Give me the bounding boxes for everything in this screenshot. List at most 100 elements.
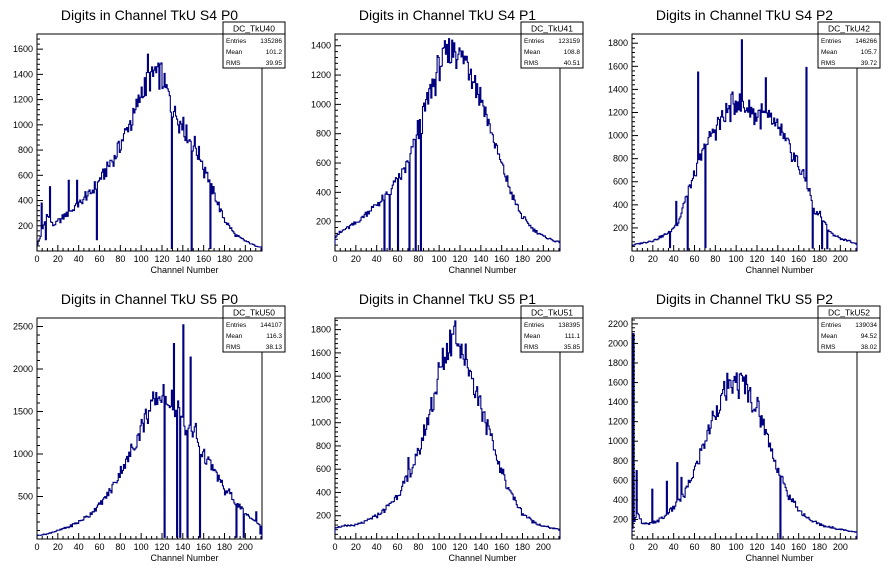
stats-value: 39.72 — [861, 60, 878, 67]
x-tick-label: 160 — [196, 542, 211, 552]
y-tick-label: 1400 — [311, 371, 331, 381]
x-tick-label: 0 — [332, 254, 337, 264]
stats-label: Entries — [524, 322, 545, 329]
stats-value: 38.02 — [861, 344, 878, 351]
chart-title: Digits in Channel TkU S5 P1 — [359, 291, 536, 307]
x-tick-label: 140 — [770, 254, 785, 264]
stats-value: 40.51 — [564, 60, 581, 67]
x-tick-label: 40 — [74, 254, 84, 264]
y-tick-label: 600 — [316, 158, 331, 168]
x-tick-label: 200 — [536, 254, 551, 264]
x-tick-label: 80 — [115, 542, 125, 552]
x-tick-label: 80 — [413, 542, 423, 552]
stats-name: DC_TkU40 — [233, 24, 275, 34]
x-tick-label: 200 — [536, 542, 551, 552]
histogram-line — [631, 333, 858, 539]
chart-title: Digits in Channel TkU S4 P1 — [359, 7, 536, 23]
x-tick-label: 100 — [432, 542, 447, 552]
stats-label: RMS — [524, 344, 539, 351]
stats-label: Mean — [226, 49, 243, 56]
x-tick-label: 200 — [833, 542, 848, 552]
histogram-panel-0: 0 20 40 60 80 100 120 140 160 180 200 200 400 600 800 1… — [13, 7, 286, 275]
stats-value: 101.2 — [266, 49, 283, 56]
x-tick-label: 180 — [217, 542, 232, 552]
x-tick-label: 160 — [791, 542, 806, 552]
y-tick-label: 1800 — [608, 358, 628, 368]
x-tick-label: 0 — [629, 254, 634, 264]
stats-label: Entries — [821, 38, 842, 45]
y-tick-label: 200 — [316, 217, 331, 227]
y-tick-label: 200 — [613, 223, 628, 233]
y-tick-label: 600 — [18, 170, 33, 180]
histogram-panel-3: 0 20 40 60 80 100 120 140 160 180 200 500 1000 1500 20… — [13, 291, 286, 563]
x-tick-label: 40 — [669, 254, 679, 264]
y-tick-label: 1400 — [13, 69, 33, 79]
stats-label: RMS — [524, 60, 539, 67]
x-tick-label: 40 — [74, 542, 84, 552]
histogram-panel-1: 0 20 40 60 80 100 120 140 160 180 200 200 400 600 800 1… — [311, 7, 584, 275]
y-tick-label: 1600 — [13, 44, 33, 54]
stats-label: Entries — [524, 38, 545, 45]
x-tick-label: 20 — [351, 254, 361, 264]
y-tick-label: 1400 — [608, 84, 628, 94]
x-tick-label: 180 — [515, 542, 530, 552]
y-tick-label: 2500 — [13, 322, 33, 332]
y-tick-label: 1800 — [311, 325, 331, 335]
y-tick-label: 1000 — [608, 131, 628, 141]
x-tick-label: 20 — [53, 254, 63, 264]
stats-label: Mean — [226, 333, 243, 340]
y-tick-label: 400 — [316, 487, 331, 497]
stats-value: 116.3 — [266, 333, 282, 340]
stats-value: 105.7 — [861, 49, 878, 56]
y-tick-label: 1600 — [311, 348, 331, 358]
x-tick-label: 60 — [392, 542, 402, 552]
stats-value: 39.95 — [266, 60, 283, 67]
y-tick-label: 800 — [613, 456, 628, 466]
y-tick-label: 1500 — [13, 407, 33, 417]
x-tick-label: 120 — [452, 254, 467, 264]
y-tick-label: 400 — [613, 495, 628, 505]
plot-frame — [631, 33, 858, 252]
x-tick-label: 100 — [134, 254, 149, 264]
stats-label: RMS — [226, 60, 241, 67]
y-tick-label: 800 — [316, 441, 331, 451]
histogram-line — [334, 38, 561, 252]
y-tick-label: 400 — [613, 200, 628, 210]
y-tick-label: 800 — [613, 154, 628, 164]
x-tick-label: 0 — [332, 542, 337, 552]
histogram-line — [631, 39, 858, 251]
x-tick-label: 0 — [34, 542, 39, 552]
x-tick-label: 180 — [217, 254, 232, 264]
x-axis-label: Channel Number — [448, 265, 516, 275]
stats-name: DC_TkU52 — [828, 308, 870, 318]
histogram-line — [334, 320, 561, 539]
x-tick-label: 160 — [791, 254, 806, 264]
stats-box: DC_TkU50 Entries 144107 Mean 116.3 RMS 38.13 — [222, 305, 286, 353]
x-tick-label: 80 — [115, 254, 125, 264]
x-tick-label: 40 — [372, 542, 382, 552]
y-tick-label: 200 — [18, 221, 33, 231]
x-tick-label: 120 — [154, 542, 169, 552]
x-tick-label: 60 — [392, 254, 402, 264]
stats-value: 108.8 — [564, 49, 581, 56]
x-tick-label: 20 — [648, 542, 658, 552]
histogram-panel-4: 0 20 40 60 80 100 120 140 160 180 200 200 400 600 800 1… — [311, 291, 584, 563]
stats-label: Entries — [226, 322, 247, 329]
y-tick-label: 1600 — [608, 61, 628, 71]
stats-value: 138395 — [558, 322, 580, 329]
x-tick-label: 0 — [629, 542, 634, 552]
x-tick-label: 100 — [729, 254, 744, 264]
x-tick-label: 120 — [749, 542, 764, 552]
x-tick-label: 140 — [175, 542, 190, 552]
x-tick-label: 60 — [689, 254, 699, 264]
stats-value: 139034 — [855, 322, 877, 329]
histogram-line — [36, 324, 263, 539]
x-axis-label: Channel Number — [745, 553, 813, 563]
x-tick-label: 160 — [494, 254, 509, 264]
x-tick-label: 100 — [432, 254, 447, 264]
stats-value: 123159 — [558, 38, 580, 45]
x-tick-label: 180 — [812, 254, 827, 264]
x-tick-label: 0 — [34, 254, 39, 264]
y-tick-label: 800 — [316, 129, 331, 139]
